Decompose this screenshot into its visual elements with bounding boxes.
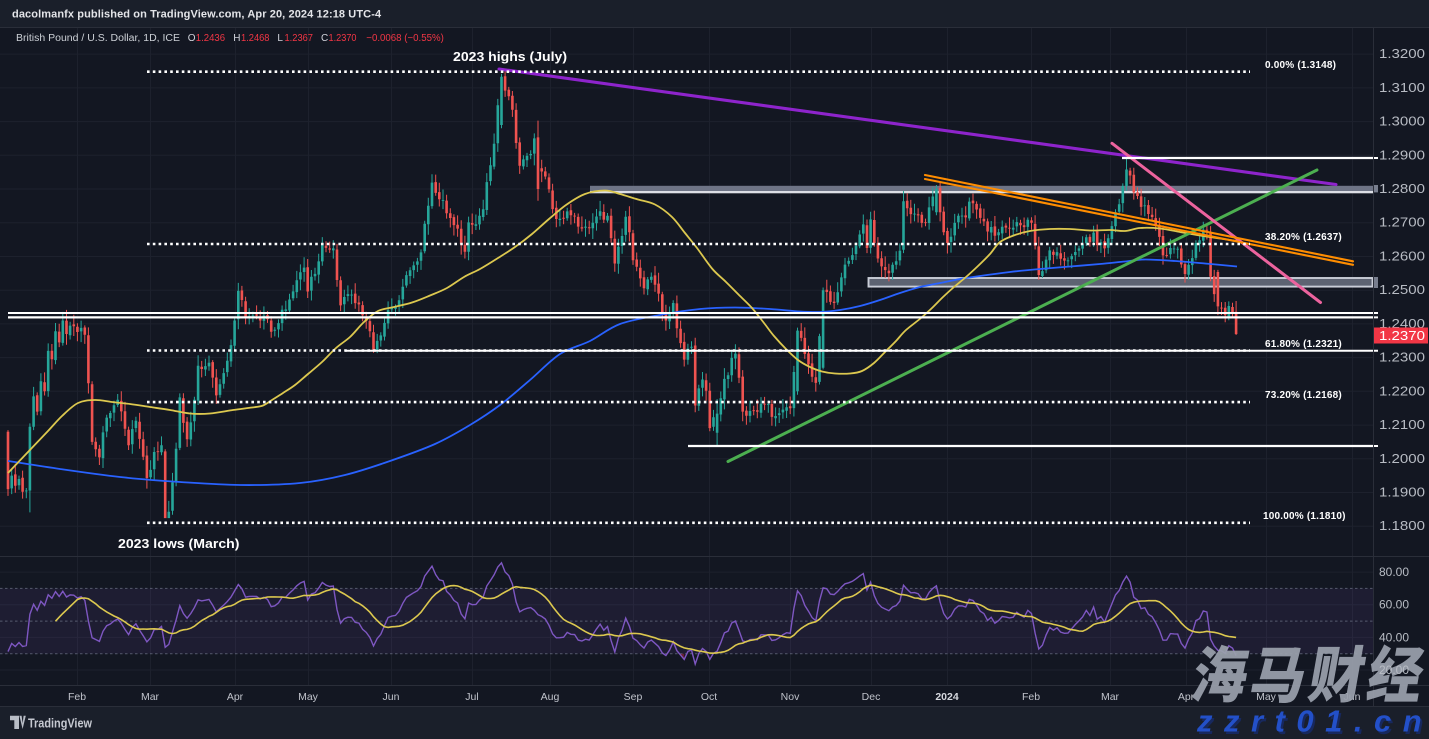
svg-text:1.2200: 1.2200 [1379,384,1425,398]
svg-text:1.1900: 1.1900 [1379,486,1425,500]
svg-text:Mar: Mar [141,691,160,703]
svg-text:1.2370: 1.2370 [1379,329,1425,343]
svg-text:1.2400: 1.2400 [1379,317,1425,331]
svg-text:Feb: Feb [68,691,86,703]
svg-text:Nov: Nov [781,691,800,703]
svg-text:1.2000: 1.2000 [1379,452,1425,466]
svg-text:1.1800: 1.1800 [1379,519,1425,533]
svg-text:1.2900: 1.2900 [1379,148,1425,162]
svg-text:Dec: Dec [862,691,881,703]
svg-text:0.00% (1.3148): 0.00% (1.3148) [1265,60,1336,71]
svg-text:1.2700: 1.2700 [1379,216,1425,230]
svg-text:Apr: Apr [1178,691,1195,703]
svg-text:1.2436: 1.2436 [196,33,226,44]
svg-text:L: L [277,33,283,44]
svg-text:British Pound / U.S. Dollar, 1: British Pound / U.S. Dollar, 1D, ICE [16,33,180,44]
svg-text:38.20% (1.2637): 38.20% (1.2637) [1265,232,1342,243]
svg-text:May: May [298,691,319,703]
svg-text:Oct: Oct [701,691,717,703]
svg-text:60.00: 60.00 [1379,598,1409,612]
svg-text:Jun: Jun [383,691,400,703]
svg-text:80.00: 80.00 [1379,565,1409,579]
svg-text:1.2370: 1.2370 [329,33,357,44]
svg-text:2024: 2024 [935,691,959,703]
svg-text:Jul: Jul [465,691,478,703]
svg-text:−0.0068 (−0.55%): −0.0068 (−0.55%) [366,33,444,44]
svg-text:Aug: Aug [541,691,560,703]
svg-text:1.2300: 1.2300 [1379,351,1425,365]
svg-text:2023 highs (July): 2023 highs (July) [453,49,567,64]
svg-text:1.2367: 1.2367 [285,33,314,44]
svg-text:Sep: Sep [624,691,643,703]
svg-text:1.2600: 1.2600 [1379,250,1425,264]
svg-text:100.00% (1.1810): 100.00% (1.1810) [1263,511,1346,522]
svg-text:2023 lows (March): 2023 lows (March) [118,536,240,551]
svg-text:zzrt01.cn: zzrt01.cn [1198,706,1429,739]
svg-text:C: C [321,33,328,44]
svg-text:Apr: Apr [227,691,244,703]
svg-text:H: H [233,33,240,44]
svg-text:1.3000: 1.3000 [1379,115,1425,129]
svg-text:zzrt01.cn: zzrt01.cn [1196,704,1429,739]
svg-text:1.2500: 1.2500 [1379,283,1425,297]
svg-text:20.00: 20.00 [1379,663,1409,677]
svg-text:TradingView: TradingView [28,717,92,731]
svg-text:73.20% (1.2168): 73.20% (1.2168) [1265,390,1342,401]
svg-text:May: May [1256,691,1277,703]
svg-text:Feb: Feb [1022,691,1040,703]
svg-text:Mar: Mar [1101,691,1120,703]
svg-text:1.3200: 1.3200 [1379,47,1425,61]
svg-text:dacolmanfx published on Tradin: dacolmanfx published on TradingView.com,… [12,9,382,21]
svg-text:40.00: 40.00 [1379,630,1409,644]
svg-text:1.3100: 1.3100 [1379,81,1425,95]
svg-text:O: O [188,33,196,44]
svg-text:1.2800: 1.2800 [1379,182,1425,196]
svg-text:1.2468: 1.2468 [241,33,270,44]
svg-text:1.2100: 1.2100 [1379,418,1425,432]
svg-text:61.80% (1.2321): 61.80% (1.2321) [1265,339,1342,350]
